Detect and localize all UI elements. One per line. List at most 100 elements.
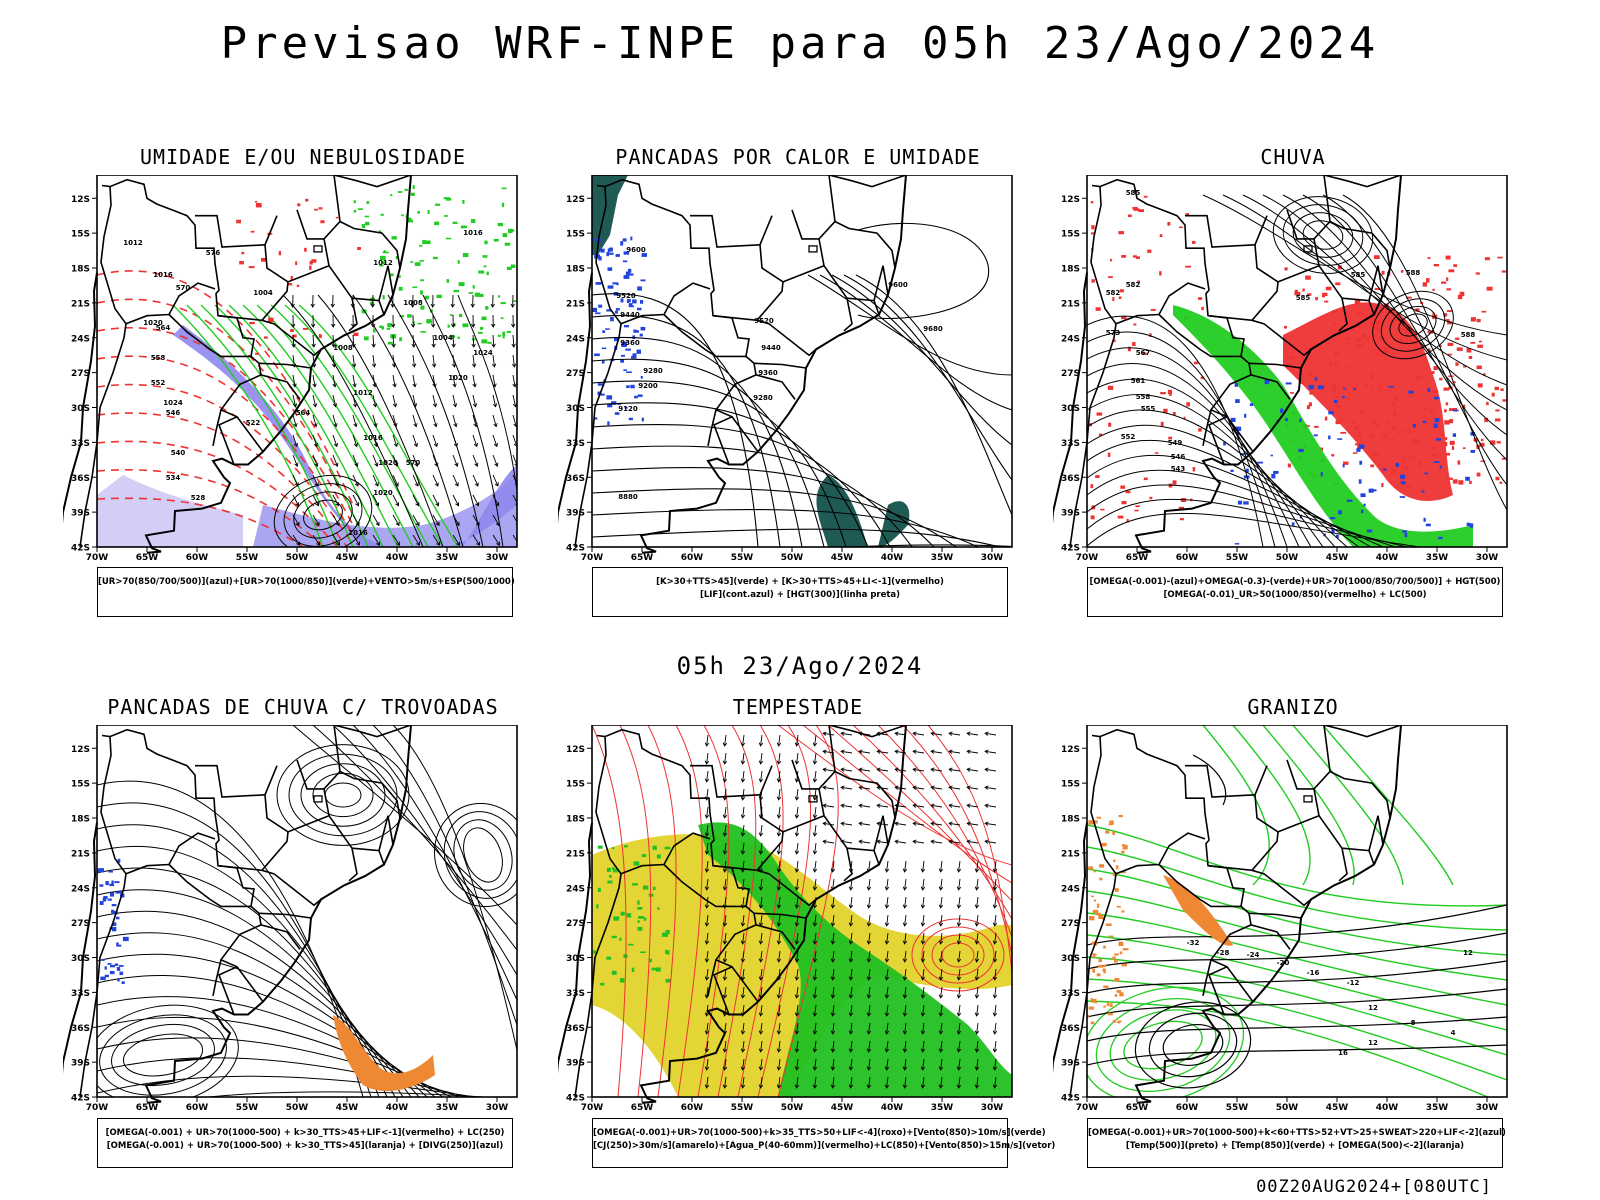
wind-vector xyxy=(372,334,375,348)
temp850-contour-north xyxy=(1322,725,1454,886)
lon-tick-label: 50W xyxy=(781,553,804,563)
map-frame xyxy=(1086,725,1508,1098)
streamline-850-east xyxy=(877,725,1012,938)
wind-vector-850 xyxy=(796,752,799,764)
wind-850-cell xyxy=(620,912,625,916)
wind-vector-850 xyxy=(992,868,998,873)
rain-cell-west xyxy=(1132,206,1138,210)
wind-vector-850 xyxy=(822,839,827,844)
map-frame xyxy=(1086,175,1508,548)
state-border xyxy=(1185,214,1256,248)
wind-850-cell xyxy=(637,900,640,905)
wind-vector-850 xyxy=(956,1030,962,1035)
panel-title: PANCADAS POR CALOR E UMIDADE xyxy=(615,145,981,169)
rain-cell xyxy=(1345,365,1349,369)
wind-vector-850 xyxy=(994,1076,997,1088)
omega500-cell xyxy=(1090,1021,1095,1025)
wind-vector-850 xyxy=(940,1022,943,1034)
lif-contour-cell xyxy=(609,247,613,252)
wind-vector-850 xyxy=(912,821,917,826)
wind-vector-850 xyxy=(974,1012,980,1017)
omega-weak-cell xyxy=(1235,399,1240,403)
wind-vector xyxy=(332,414,337,427)
omega500-cell xyxy=(1091,895,1094,898)
lif-contour-cell xyxy=(639,299,644,304)
wind-vector-850 xyxy=(832,1022,835,1034)
omega-weak-cell xyxy=(1399,496,1406,498)
omega-weak-cell xyxy=(1370,488,1374,492)
lat-tick-label: 27S xyxy=(566,919,585,929)
lif-contour-cell xyxy=(600,242,604,245)
wind-vector-850 xyxy=(812,1084,818,1089)
wind-vector-850 xyxy=(922,1076,925,1088)
wind-vector xyxy=(372,454,378,467)
omega500-cell xyxy=(1090,998,1093,1001)
wind-vector xyxy=(495,502,500,507)
wind-vector-850 xyxy=(740,1030,746,1035)
hgt500-contour xyxy=(1087,394,1324,547)
wind-vector-850 xyxy=(984,803,989,808)
rain-cell-west xyxy=(1192,240,1196,244)
wind-850-strong-area xyxy=(698,822,1012,1097)
wind-vector xyxy=(370,303,375,308)
panel-granizo: GRANIZO -12 -16 -20 -24 -28 -32 12 12 4 8 12 16 12S 1… xyxy=(1053,695,1533,1175)
wind-vector-850 xyxy=(886,986,889,998)
wind-vector-850 xyxy=(724,914,727,926)
wind-vector-850 xyxy=(866,958,872,963)
rain-cell xyxy=(1500,388,1504,391)
wind-vector-850 xyxy=(868,986,871,998)
wind-vector xyxy=(452,474,459,487)
wind-vector-850 xyxy=(850,968,853,980)
contour-label: 9680 xyxy=(923,325,943,333)
wind-vector xyxy=(432,394,437,407)
state-border xyxy=(212,409,222,447)
upper-trough-ring xyxy=(97,1004,239,1097)
rh-low-level-cell xyxy=(381,261,386,265)
state-border xyxy=(1185,764,1256,798)
lif-contour-cell xyxy=(621,341,628,344)
wind-vector-850 xyxy=(984,767,989,772)
wind-vector-850 xyxy=(814,752,817,764)
wind-vector-850 xyxy=(814,878,817,890)
wind-vector-850 xyxy=(778,1076,781,1088)
wind-vector-850 xyxy=(722,958,728,963)
wind-vector xyxy=(511,343,516,348)
temp500-ring xyxy=(1148,1012,1238,1078)
rain-cell xyxy=(1457,294,1463,300)
wind-850-cell xyxy=(661,932,668,937)
legend-chuva: [OMEGA(-0.001)-(azul)+OMEGA(-0.3)-(verde… xyxy=(1087,567,1503,617)
lat-tick-label: 27S xyxy=(566,369,585,379)
wind-vector-850 xyxy=(823,840,835,844)
atlantic-coastline xyxy=(1134,175,1402,554)
lon-tick-label: 35W xyxy=(1426,553,1449,563)
wind-vector-850 xyxy=(778,752,781,764)
streamline-850-ring xyxy=(921,926,995,984)
wind-vector-850 xyxy=(722,850,728,855)
divergence-cell xyxy=(121,981,125,984)
wind-vector xyxy=(491,343,496,348)
state-border xyxy=(217,281,289,322)
lif-contour-cell xyxy=(620,298,624,303)
lat-tick-label: 12S xyxy=(566,745,585,755)
rh-low-level-cell xyxy=(504,242,511,246)
state-border xyxy=(1313,770,1391,819)
wind-vector xyxy=(352,383,357,388)
wind-vector-850 xyxy=(886,860,889,872)
wind-vector-850 xyxy=(992,904,998,909)
wind-vector-850 xyxy=(985,786,997,790)
wind-vector-850 xyxy=(920,940,926,945)
wind-vector-850 xyxy=(956,976,962,981)
wind-vector-850 xyxy=(902,904,908,909)
rh-low-level-cell xyxy=(410,261,414,263)
omega-weak-cell xyxy=(1257,461,1263,464)
rain-cell xyxy=(1355,323,1361,328)
wind-850-cell xyxy=(656,854,661,859)
omega-weak-cell xyxy=(1244,413,1247,418)
wind-vector-850 xyxy=(974,994,980,999)
omega-weak-cell xyxy=(1329,517,1336,520)
wind-vector xyxy=(392,403,398,408)
rain-cell xyxy=(1481,310,1487,313)
lat-tick-label: 24S xyxy=(566,334,585,344)
wind-vector-850 xyxy=(922,950,925,962)
